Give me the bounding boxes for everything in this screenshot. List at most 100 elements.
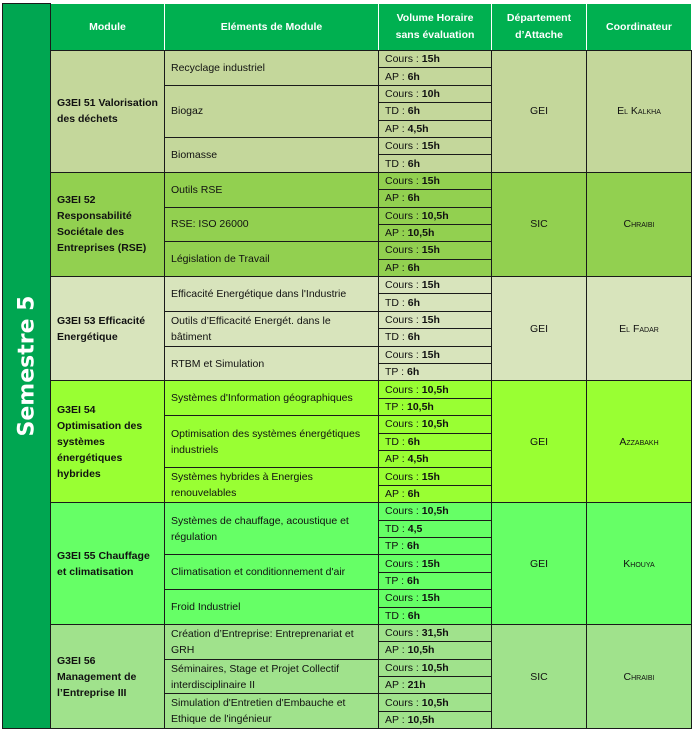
hour-volume: Cours : 10,5h — [378, 658, 492, 678]
hour-value: 6h — [407, 105, 421, 118]
hour-value: 15h — [421, 174, 440, 187]
hour-value: 10,5h — [407, 644, 435, 657]
hour-volume: AP : 6h — [378, 189, 492, 208]
module-element: Séminaires, Stage et Projet Collectif in… — [164, 658, 379, 695]
header-coordinator: Coordinateur — [586, 3, 692, 51]
hour-type: TD : — [385, 435, 408, 448]
hour-volume: TD : 4,5 — [378, 519, 492, 538]
hour-value: 15h — [421, 314, 440, 327]
coordinator: Khouya — [586, 502, 692, 625]
module-element: Outils d’Efficacité Energét. dans le bât… — [164, 310, 379, 347]
hour-value: 6h — [407, 157, 421, 170]
hour-volume: Cours : 15h — [378, 241, 492, 260]
module-element: Simulation d'Entretien d'Embauche et Eth… — [164, 693, 379, 730]
hour-type: AP : — [385, 70, 408, 83]
hour-type: Cours : — [385, 209, 422, 222]
hour-type: Cours : — [385, 244, 422, 257]
table-row: G3EI 54 Optimisation des systèmes énergé… — [2, 380, 692, 504]
hour-volume: Cours : 15h — [378, 310, 492, 330]
table-row: G3EI 53 Efficacité Energétique Efficacité… — [2, 276, 692, 382]
hour-type: Cours : — [385, 53, 422, 66]
hour-type: AP : — [385, 192, 408, 205]
hour-value: 31,5h — [421, 627, 449, 640]
hour-volume: TP : 6h — [378, 536, 492, 556]
hour-volume: Cours : 15h — [378, 136, 492, 156]
header-volume: Volume Horaire sans évaluation — [378, 3, 492, 51]
hour-type: TP : — [385, 574, 407, 587]
semester-label: Semestre 5 — [14, 295, 39, 437]
hour-value: 15h — [421, 470, 440, 483]
hour-type: Cours : — [385, 87, 422, 100]
hour-value: 15h — [421, 53, 440, 66]
hour-type: AP : — [385, 679, 408, 692]
hour-type: Cours : — [385, 174, 422, 187]
hour-volume: Cours : 15h — [378, 49, 492, 69]
hour-volume: Cours : 10,5h — [378, 415, 492, 434]
module-name: G3EI 51 Valorisation des déchets — [50, 50, 165, 173]
department: SIC — [491, 171, 587, 278]
hour-type: TD : — [385, 522, 408, 535]
hour-value: 15h — [421, 348, 440, 361]
hour-value: 10,5h — [421, 418, 449, 431]
coordinator: Chraibi — [586, 623, 692, 730]
hour-value: 10,5h — [407, 227, 435, 240]
hour-value: 10,5h — [407, 714, 435, 727]
coordinator: El Fadar — [586, 276, 692, 382]
module-element: Optimisation des systèmes énergétiques i… — [164, 415, 379, 469]
module-element: Systèmes hybrides à Energies renouvelabl… — [164, 467, 379, 504]
hour-volume: AP : 10,5h — [378, 641, 492, 660]
module-element: Législation de Travail — [164, 241, 379, 278]
hour-type: TD : — [385, 609, 408, 622]
hour-value: 6h — [406, 540, 420, 553]
hour-volume: Cours : 15h — [378, 467, 492, 486]
hour-type: Cours : — [385, 661, 422, 674]
module-element: Systèmes de chauffage, acoustique et rég… — [164, 502, 379, 556]
hour-volume: Cours : 10h — [378, 84, 492, 104]
hour-value: 10,5h — [421, 505, 449, 518]
hour-volume: TP : 6h — [378, 363, 492, 382]
module-name: G3EI 54 Optimisation des systèmes énergé… — [50, 380, 165, 504]
hour-volume: Cours : 10,5h — [378, 502, 492, 521]
hour-value: 15h — [421, 279, 440, 292]
hour-volume: AP : 10,5h — [378, 710, 492, 730]
hour-value: 6h — [407, 261, 420, 274]
hour-type: AP : — [385, 122, 408, 135]
hour-type: Cours : — [385, 505, 422, 518]
coordinator: Azzabakh — [586, 380, 692, 504]
hour-value: 10,5h — [421, 696, 449, 709]
hour-type: AP : — [385, 644, 408, 657]
hour-volume: TD : 6h — [378, 293, 492, 312]
semester-label-cell: Semestre 5 — [2, 2, 51, 730]
module-element: Outils RSE — [164, 171, 379, 208]
hour-type: Cours : — [385, 348, 422, 361]
hour-volume: Cours : 15h — [378, 276, 492, 295]
hour-type: TD : — [385, 157, 408, 170]
hour-volume: TD : 6h — [378, 328, 492, 347]
hour-value: 15h — [421, 140, 440, 153]
header-module: Module — [50, 3, 165, 51]
module-element: Climatisation et conditionnement d'air — [164, 554, 379, 591]
header-department: Département d’Attache — [491, 3, 587, 51]
hour-type: Cours : — [385, 279, 422, 292]
module-element: Efficacité Energétique dans l'Industrie — [164, 276, 379, 312]
hour-volume: Cours : 10,5h — [378, 380, 492, 399]
module-name: G3EI 53 Efficacité Energétique — [50, 276, 165, 382]
hour-value: 6h — [407, 331, 421, 344]
hour-value: 15h — [421, 244, 440, 257]
hour-type: Cours : — [385, 314, 422, 327]
table-row: G3EI 52 Responsabilité Sociétale des Ent… — [2, 171, 692, 278]
module-element: Biogaz — [164, 84, 379, 138]
hour-type: Cours : — [385, 383, 422, 396]
hour-value: 10,5h — [421, 661, 449, 674]
hour-volume: AP : 6h — [378, 258, 492, 278]
hour-value: 4,5 — [407, 522, 423, 535]
table-row: G3EI 56 Management de l’Entreprise III Cr… — [2, 623, 692, 730]
hour-value: 6h — [407, 609, 421, 622]
hour-type: AP : — [385, 487, 408, 500]
hour-volume: AP : 6h — [378, 67, 492, 86]
hour-volume: TD : 6h — [378, 432, 492, 451]
hour-value: 15h — [421, 557, 440, 570]
hour-type: TD : — [385, 296, 408, 309]
hour-volume: Cours : 31,5h — [378, 623, 492, 643]
